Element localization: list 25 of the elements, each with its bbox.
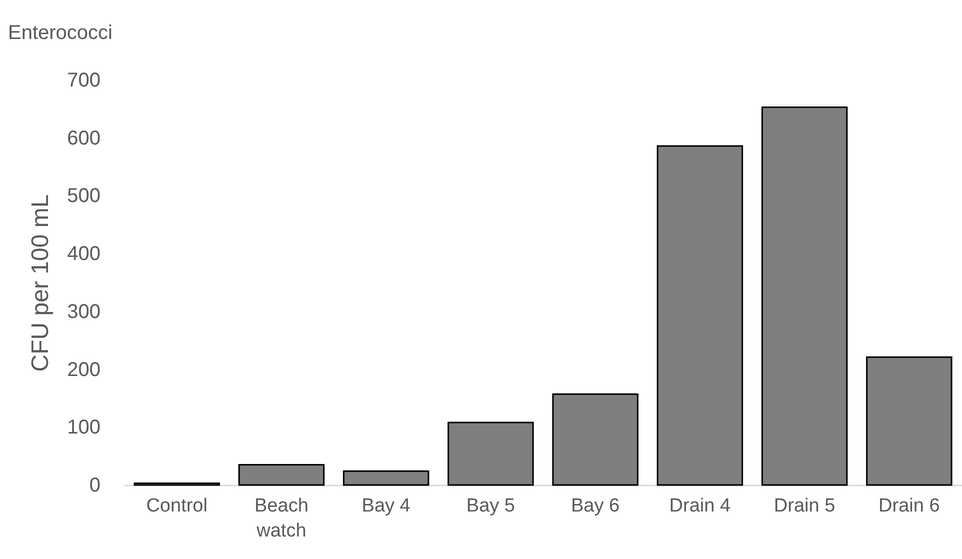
x-tick-label: Bay 5 [466,496,515,516]
y-tick-label: 500 [67,185,100,208]
x-tick-label: Drain 6 [878,496,940,516]
y-tick-label: 100 [67,416,100,439]
bar [342,470,430,486]
x-tick-label: Beach watch [254,496,308,542]
x-tick-label: Bay 6 [571,496,620,516]
y-tick-label: 400 [67,243,100,266]
y-tick-label: 0 [89,474,100,496]
x-tick-label: Drain 4 [669,496,731,516]
x-tick-label: Drain 5 [774,496,836,516]
bar [866,356,952,486]
y-axis-title: CFU per 100 mL [27,194,54,372]
y-tick-label: 300 [67,300,100,323]
y-tick-label: 700 [67,70,100,92]
x-tick-label: Control [146,496,208,516]
bar [448,422,534,486]
bar [761,106,848,486]
y-tick-label: 600 [67,127,100,150]
bar [656,145,744,486]
x-tick-label: Bay 4 [362,496,411,516]
chart-title: Enterococci [8,22,112,44]
bar [552,393,638,486]
bar [238,464,325,486]
y-tick-label: 200 [67,358,100,381]
